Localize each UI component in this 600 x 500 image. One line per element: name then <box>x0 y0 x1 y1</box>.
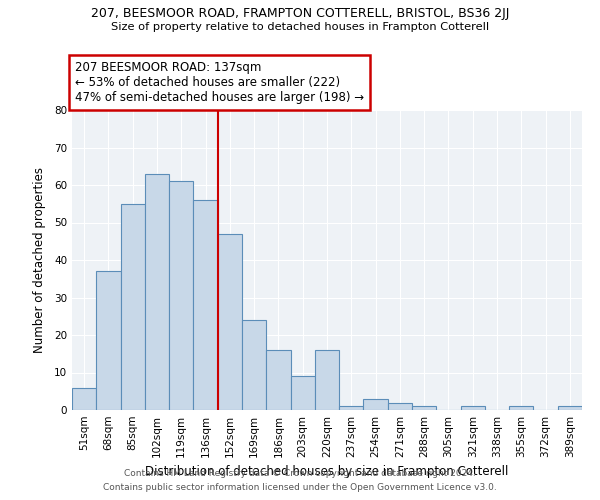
Bar <box>266 350 290 410</box>
Bar <box>169 181 193 410</box>
Bar <box>242 320 266 410</box>
Bar <box>96 271 121 410</box>
Bar <box>461 406 485 410</box>
Text: Contains HM Land Registry data © Crown copyright and database right 2024.: Contains HM Land Registry data © Crown c… <box>124 468 476 477</box>
Bar <box>145 174 169 410</box>
Bar <box>290 376 315 410</box>
Bar <box>558 406 582 410</box>
X-axis label: Distribution of detached houses by size in Frampton Cotterell: Distribution of detached houses by size … <box>145 466 509 478</box>
Bar <box>315 350 339 410</box>
Bar <box>388 402 412 410</box>
Bar <box>509 406 533 410</box>
Bar <box>364 399 388 410</box>
Text: Size of property relative to detached houses in Frampton Cotterell: Size of property relative to detached ho… <box>111 22 489 32</box>
Y-axis label: Number of detached properties: Number of detached properties <box>32 167 46 353</box>
Text: 207 BEESMOOR ROAD: 137sqm
← 53% of detached houses are smaller (222)
47% of semi: 207 BEESMOOR ROAD: 137sqm ← 53% of detac… <box>74 61 364 104</box>
Bar <box>72 388 96 410</box>
Bar <box>121 204 145 410</box>
Text: 207, BEESMOOR ROAD, FRAMPTON COTTERELL, BRISTOL, BS36 2JJ: 207, BEESMOOR ROAD, FRAMPTON COTTERELL, … <box>91 8 509 20</box>
Bar <box>218 234 242 410</box>
Bar <box>412 406 436 410</box>
Text: Contains public sector information licensed under the Open Government Licence v3: Contains public sector information licen… <box>103 484 497 492</box>
Bar <box>193 200 218 410</box>
Bar <box>339 406 364 410</box>
